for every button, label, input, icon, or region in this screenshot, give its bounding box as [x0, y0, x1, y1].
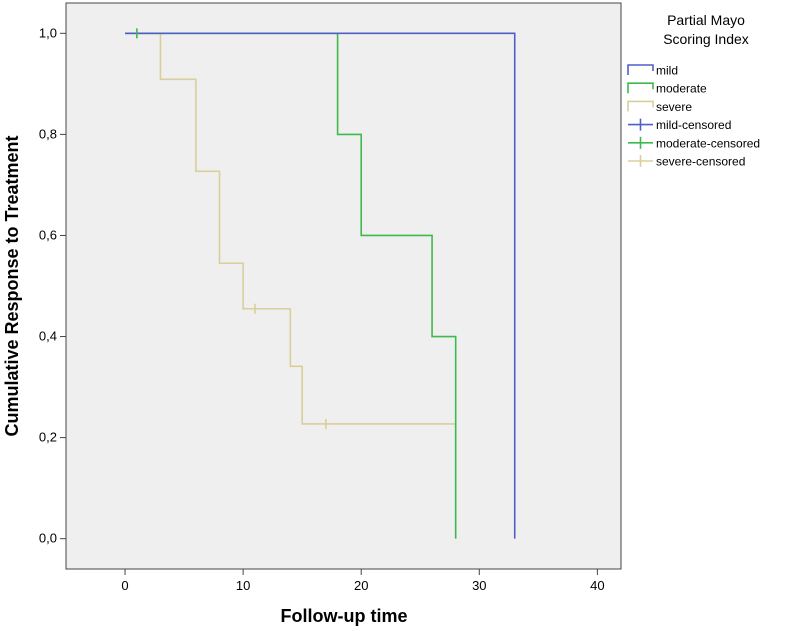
x-tick-label: 40	[590, 578, 604, 593]
x-axis-title: Follow-up time	[281, 606, 408, 626]
x-tick-label: 20	[354, 578, 368, 593]
legend-swatch-severe	[627, 100, 654, 112]
axes: 0 10 20 30 40 0,0 0,2 0,4 0,6 0,8 1,0	[39, 25, 605, 593]
y-tick-label: 0,8	[39, 126, 57, 141]
y-tick-label: 0,0	[39, 531, 57, 546]
y-axis-title: Cumulative Response to Treatment	[2, 135, 22, 436]
x-tick-label: 0	[121, 578, 128, 593]
censor-layer	[136, 28, 327, 429]
y-tick-label: 1,0	[39, 25, 57, 40]
legend-label-mild-censored: mild-censored	[656, 118, 731, 132]
legend-label-mild: mild	[656, 64, 678, 78]
legend-label-severe: severe	[656, 100, 692, 114]
y-tick-label: 0,4	[39, 329, 57, 344]
legend-swatch-mild	[627, 64, 654, 75]
series-mild	[125, 32, 516, 539]
series-severe	[125, 32, 457, 539]
plot-area	[65, 2, 622, 570]
legend-label-severe-censored: severe-censored	[656, 155, 745, 169]
series-layer	[125, 32, 516, 539]
x-tick-label: 30	[472, 578, 486, 593]
series-moderate	[125, 32, 457, 539]
x-tick-label: 10	[236, 578, 250, 593]
y-tick-label: 0,2	[39, 430, 57, 445]
y-tick-label: 0,6	[39, 227, 57, 242]
legend-label-moderate-censored: moderate-censored	[656, 136, 760, 150]
legend: Partial Mayo Scoring Index mild moderate sev…	[627, 12, 760, 169]
legend-swatch-moderate	[627, 82, 654, 94]
legend-label-moderate: moderate	[656, 82, 707, 96]
legend-title: Partial Mayo	[667, 12, 745, 28]
legend-title: Scoring Index	[663, 31, 749, 47]
